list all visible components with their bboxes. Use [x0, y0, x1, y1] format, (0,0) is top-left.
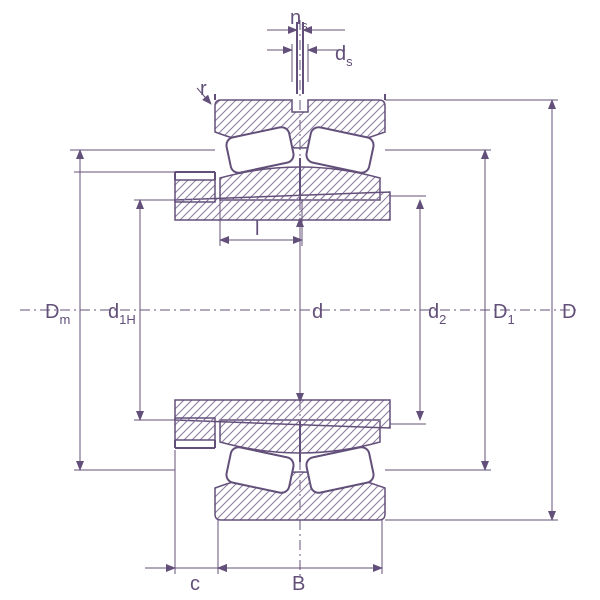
label-d2: d2 — [428, 301, 446, 327]
label-d: d — [312, 301, 323, 323]
lock-nut-bottom — [175, 418, 215, 440]
label-D1: D1 — [493, 301, 515, 327]
label-d1H: d1H — [108, 301, 136, 327]
label-l: l — [255, 218, 259, 240]
label-ns: ns — [290, 7, 308, 33]
label-c: c — [190, 573, 200, 595]
label-D: D — [562, 301, 576, 323]
label-Dm: Dm — [45, 301, 70, 327]
label-B: B — [292, 573, 305, 595]
lock-nut-top — [175, 180, 215, 202]
label-r: r — [200, 78, 207, 100]
bearing-diagram: ns ds r l c B Dm d1H d d2 D1 D — [0, 0, 600, 600]
label-ds: ds — [335, 43, 353, 69]
